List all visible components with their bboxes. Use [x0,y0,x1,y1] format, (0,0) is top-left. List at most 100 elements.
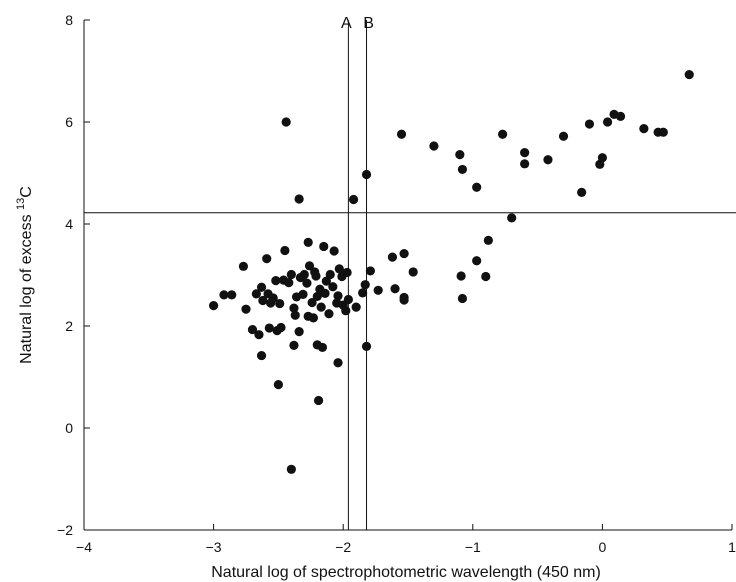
data-point [268,293,278,303]
x-tick-label: −4 [76,539,92,555]
data-point [365,266,376,276]
data-point [396,129,407,139]
data-point [348,194,359,205]
y-axis-title: Natural log of excess 13C [15,186,35,364]
data-point [311,271,321,281]
y-tick-label: 0 [65,420,73,436]
data-point [254,330,264,340]
data-point [457,293,468,304]
y-axis-title-tail: C [18,186,35,198]
data-points [209,69,694,474]
data-point [361,341,372,351]
x-ticks: −4 −3 −2 −1 0 1 [76,524,736,555]
data-point [358,288,368,298]
data-point [498,129,508,139]
data-point [273,380,283,390]
data-point [298,289,308,299]
data-point [219,290,229,300]
data-point [481,271,491,282]
data-point [329,246,339,256]
data-point [390,284,400,294]
axes [83,20,732,531]
data-point [294,327,304,337]
reference-line-label-A: A [341,15,352,32]
y-tick-label: 8 [65,12,73,28]
data-point [343,294,353,305]
data-point [408,267,418,277]
data-point [584,119,595,129]
data-point [286,269,296,280]
data-point [276,322,286,333]
data-point [227,290,237,300]
data-point [658,127,668,137]
data-point [334,264,344,274]
data-point [373,285,383,295]
data-point [483,235,493,245]
data-point [456,271,466,281]
data-point [251,289,261,299]
data-point [342,267,352,278]
x-tick-label: 1 [728,539,736,555]
data-point [320,288,330,298]
data-point [302,278,312,288]
data-point [325,269,335,280]
data-point [324,309,334,319]
data-point [286,464,296,474]
data-point [361,169,372,180]
y-tick-label: 2 [65,318,73,334]
data-point [290,310,300,320]
data-point [328,282,338,292]
data-point [256,282,267,292]
data-point [319,241,329,252]
data-point [238,261,249,271]
data-point [602,117,613,127]
data-point [262,254,272,264]
y-axis-title-superscript: 13 [15,198,27,210]
data-point [577,187,587,197]
data-point [597,153,608,163]
data-point [684,69,694,80]
data-point [387,252,398,262]
reference-line-label-B: B [363,15,374,32]
data-point [258,295,268,306]
data-point [271,276,281,286]
data-point [472,182,482,192]
data-point [294,194,304,204]
data-point [351,302,361,312]
data-point [313,395,324,406]
data-point [472,256,482,266]
data-point [321,276,331,286]
data-point [455,150,465,160]
data-point [304,261,315,271]
data-point [247,324,258,335]
data-point [341,306,351,316]
data-point [308,313,318,323]
y-tick-label: 6 [65,114,73,130]
data-point [317,342,328,353]
y-axis-title-main: Natural log of excess [18,210,35,364]
x-tick-label: −1 [465,539,481,555]
data-point [429,141,439,151]
data-point [558,131,569,141]
data-point [284,278,294,288]
x-axis-title: Natural log of spectrophotometric wavele… [211,564,601,581]
data-point [399,248,409,259]
x-tick-label: −3 [206,539,222,555]
y-ticks: −2 0 2 4 6 8 [57,12,90,538]
data-point [256,350,267,361]
data-point [520,148,530,158]
data-point [312,291,322,302]
data-point [615,111,626,121]
data-point [289,340,299,350]
data-point [299,269,309,280]
y-tick-label: −2 [57,522,73,538]
y-tick-label: 4 [65,216,73,232]
data-point [639,124,649,134]
data-point [241,304,251,314]
data-point [507,213,517,223]
data-point [289,303,299,313]
data-point [333,291,343,301]
x-tick-label: 0 [599,539,607,555]
data-point [543,155,553,165]
